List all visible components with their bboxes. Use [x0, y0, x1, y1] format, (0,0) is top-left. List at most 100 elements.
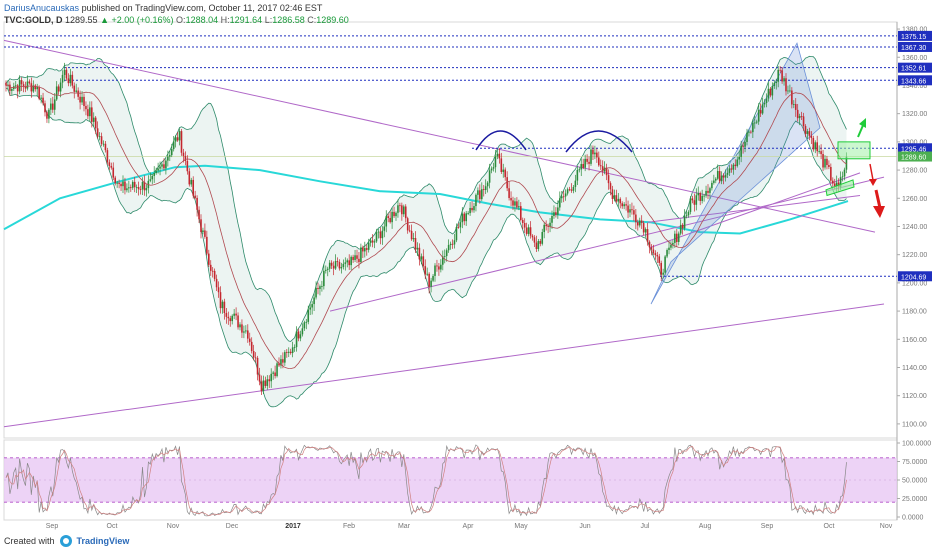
candle-body — [393, 211, 395, 217]
price-level-label: 1352.61 — [901, 66, 926, 73]
candle-body — [395, 212, 397, 217]
candle-body — [284, 352, 286, 363]
candle-body — [338, 262, 341, 269]
time-axis-label: 2017 — [285, 523, 301, 530]
candle-body — [48, 109, 50, 119]
candle-body — [217, 287, 220, 293]
author-link[interactable]: DariusAnucauskas — [4, 3, 80, 13]
candle-body — [705, 190, 707, 196]
candle-body — [159, 166, 161, 169]
candle-body — [512, 200, 514, 206]
price-tick-label: 1260.00 — [902, 196, 927, 203]
candle-body — [443, 256, 446, 257]
candle-body — [716, 171, 719, 179]
candle-body — [94, 117, 97, 129]
candle-body — [44, 103, 46, 113]
candle-body — [436, 265, 438, 267]
candle-body — [211, 270, 214, 272]
candle-body — [186, 160, 189, 172]
candle-body — [496, 153, 499, 157]
candle-body — [794, 104, 797, 110]
candle-body — [102, 143, 105, 145]
candle-body — [527, 227, 530, 234]
trend-line — [3, 39, 876, 233]
trend-line — [3, 303, 885, 428]
candle-body — [755, 121, 758, 123]
candle-body — [406, 218, 409, 231]
candle-body — [403, 206, 405, 215]
candle-body — [629, 209, 631, 213]
candle-body — [307, 309, 310, 322]
candle-body — [270, 373, 272, 382]
candle-body — [424, 266, 427, 275]
candle-body — [233, 313, 235, 316]
candle-body — [791, 90, 793, 105]
candle-body — [549, 222, 551, 227]
candle-body — [354, 255, 356, 260]
candle-body — [55, 86, 58, 100]
candle-body — [206, 236, 208, 254]
candle-body — [826, 158, 828, 166]
candle-body — [14, 85, 17, 87]
candle-body — [332, 265, 335, 269]
candle-body — [502, 169, 505, 172]
candle-body — [404, 206, 407, 219]
candle-body — [360, 247, 362, 263]
candle-body — [172, 141, 175, 150]
candle-body — [365, 248, 368, 250]
tradingview-link[interactable]: TradingView — [76, 536, 130, 546]
candle-body — [617, 198, 620, 202]
time-axis-label: Sep — [761, 523, 774, 530]
candle-body — [506, 177, 508, 189]
candle-body — [391, 211, 393, 223]
candle-body — [576, 169, 579, 181]
candle-body — [430, 280, 432, 287]
candle-body — [531, 235, 534, 238]
candle-body — [568, 189, 571, 191]
candle-body — [428, 273, 430, 287]
candle-body — [362, 247, 364, 252]
trend-line — [649, 172, 861, 249]
candle-body — [580, 163, 583, 170]
candle-body — [514, 201, 516, 206]
candle-body — [317, 287, 319, 290]
candle-body — [67, 78, 70, 84]
candle-body — [796, 109, 799, 119]
candle-body — [120, 183, 122, 187]
candle-body — [541, 232, 544, 244]
candle-body — [321, 286, 323, 287]
candle-body — [387, 216, 389, 218]
candle-body — [34, 85, 37, 90]
candle-body — [258, 374, 261, 382]
candle-body — [303, 322, 306, 329]
candle-body — [697, 193, 700, 196]
candle-body — [192, 179, 194, 196]
candle-body — [763, 102, 766, 105]
candle-body — [588, 161, 590, 164]
candle-body — [529, 227, 532, 236]
candle-body — [52, 103, 54, 110]
candle-body — [377, 231, 380, 233]
candle-body — [278, 363, 280, 366]
candle-body — [681, 224, 684, 229]
low-value: 1286.58 — [272, 15, 305, 25]
candle-body — [789, 90, 791, 92]
low-label: L: — [264, 15, 273, 25]
candle-body — [621, 203, 623, 207]
close-value: 1289.60 — [316, 15, 349, 25]
time-axis-label: May — [514, 523, 528, 530]
candle-body — [364, 248, 366, 252]
candle-body — [545, 224, 547, 227]
price-level-tag — [898, 143, 932, 154]
footer: Created with TradingView — [4, 535, 129, 547]
candle-body — [564, 193, 567, 197]
last-price: 1289.55 — [65, 15, 98, 25]
candle-body — [153, 173, 155, 176]
candle-body — [289, 351, 292, 354]
candle-body — [223, 301, 226, 314]
candle-body — [81, 96, 83, 103]
candle-body — [379, 231, 382, 239]
candle-body — [559, 198, 561, 208]
candle-body — [666, 249, 668, 257]
candle-body — [194, 195, 196, 198]
